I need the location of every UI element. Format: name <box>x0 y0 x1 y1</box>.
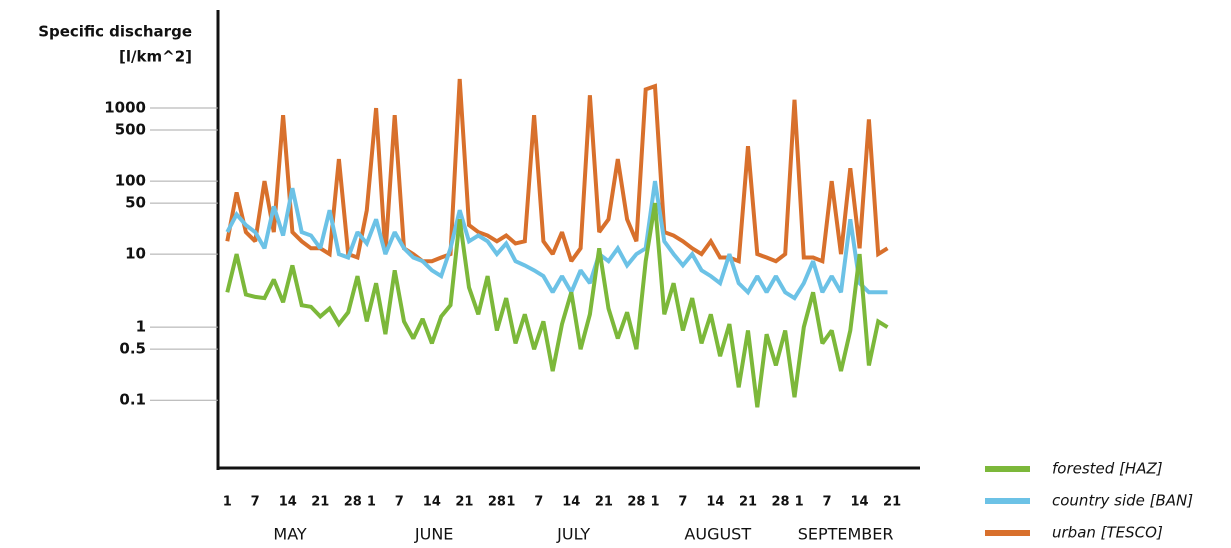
series-line <box>225 180 888 301</box>
month-label: MAY <box>273 525 307 544</box>
x-tick-label: 7 <box>251 495 260 510</box>
y-tick-label: 500 <box>115 121 146 139</box>
y-tick-label: 1000 <box>104 99 146 117</box>
x-tick-label: 14 <box>851 495 869 510</box>
x-tick-label: 7 <box>534 495 543 510</box>
y-tick-label: 1 <box>136 318 146 336</box>
x-tick-label: 1 <box>223 495 232 510</box>
x-tick-label: 21 <box>311 495 329 510</box>
y-axis-title: [l/km^2] <box>119 48 192 66</box>
y-tick-label: 50 <box>125 194 146 212</box>
x-tick-label: 1 <box>367 495 376 510</box>
x-tick-label: 7 <box>678 495 687 510</box>
month-label: JULY <box>556 525 590 544</box>
month-label: AUGUST <box>684 525 751 544</box>
x-tick-label: 7 <box>822 495 831 510</box>
x-tick-label: 14 <box>279 495 297 510</box>
legend-label: forested [HAZ] <box>1052 460 1163 478</box>
x-tick-label: 21 <box>595 495 613 510</box>
y-tick-label: 0.1 <box>119 391 146 409</box>
month-label: JUNE <box>414 525 454 544</box>
x-tick-label: 1 <box>795 495 804 510</box>
x-tick-label: 28 <box>344 495 362 510</box>
x-tick-label: 21 <box>883 495 901 510</box>
x-tick-label: 21 <box>739 495 757 510</box>
x-tick-label: 14 <box>706 495 724 510</box>
x-tick-label: 1 <box>650 495 659 510</box>
x-tick-label: 14 <box>423 495 441 510</box>
y-axis-title: Specific discharge <box>38 23 192 41</box>
x-tick-label: 1 <box>506 495 515 510</box>
y-tick-label: 10 <box>125 245 146 263</box>
x-tick-label: 28 <box>771 495 789 510</box>
x-tick-label: 28 <box>627 495 645 510</box>
y-tick-label: 100 <box>115 172 146 190</box>
x-tick-label: 28 <box>488 495 506 510</box>
series-line <box>225 78 889 265</box>
x-tick-label: 14 <box>562 495 580 510</box>
legend-label: country side [BAN] <box>1052 492 1193 510</box>
y-tick-label: 0.5 <box>119 340 146 358</box>
series-line <box>225 202 889 408</box>
x-tick-label: 7 <box>395 495 404 510</box>
legend-label: urban [TESCO] <box>1052 524 1163 542</box>
x-tick-label: 21 <box>455 495 473 510</box>
month-label: SEPTEMBER <box>798 525 894 544</box>
